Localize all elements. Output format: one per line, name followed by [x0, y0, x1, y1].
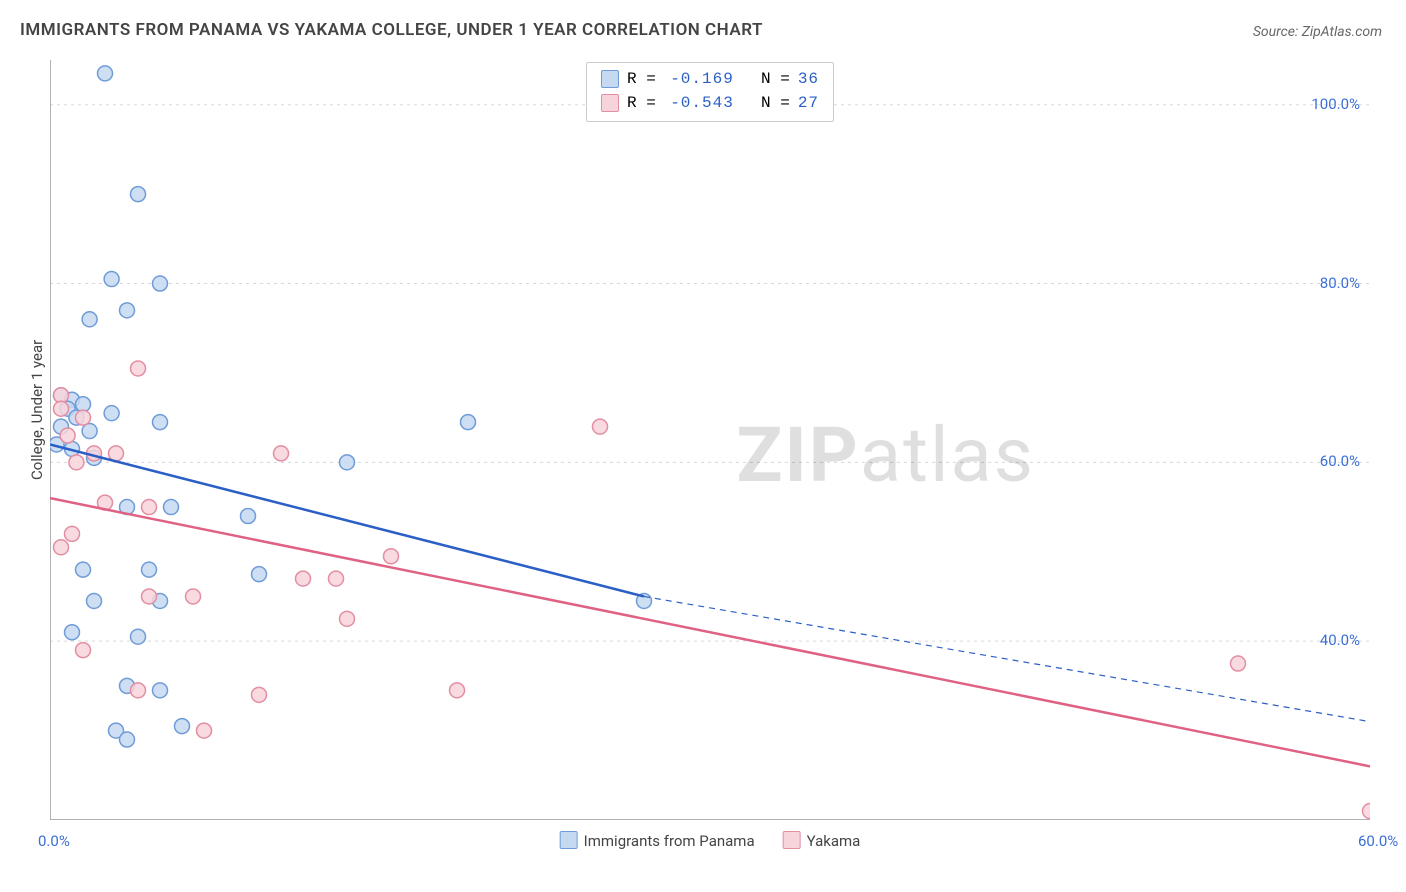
legend-label: Immigrants from Panama — [584, 832, 755, 850]
stat-r-label: R = — [627, 91, 656, 115]
legend-swatch — [601, 94, 619, 112]
scatter-plot — [50, 60, 1370, 820]
y-tick-label: 40.0% — [1320, 631, 1360, 649]
stat-n-label: N = — [742, 91, 790, 115]
legend-swatch — [560, 831, 578, 849]
stat-r-label: R = — [627, 67, 656, 91]
x-tick-label: 60.0% — [1358, 832, 1398, 850]
chart-title: IMMIGRANTS FROM PANAMA VS YAKAMA COLLEGE… — [20, 20, 763, 40]
legend-swatch — [601, 70, 619, 88]
chart-area: College, Under 1 year R = -0.169 N = 36 … — [50, 60, 1370, 820]
legend-swatch — [783, 831, 801, 849]
y-tick-label: 80.0% — [1320, 274, 1360, 292]
source-attribution: Source: ZipAtlas.com — [1253, 24, 1382, 40]
y-tick-label: 100.0% — [1311, 95, 1360, 113]
stat-n-value: 36 — [798, 67, 819, 91]
stat-r-value: -0.169 — [664, 67, 734, 91]
x-tick-label: 0.0% — [38, 832, 70, 850]
stat-row: R = -0.543 N = 27 — [601, 91, 819, 115]
y-tick-label: 60.0% — [1320, 452, 1360, 470]
x-legend: Immigrants from Panama Yakama — [560, 831, 861, 850]
legend-item: Immigrants from Panama — [560, 831, 755, 850]
stat-row: R = -0.169 N = 36 — [601, 67, 819, 91]
correlation-stats-box: R = -0.169 N = 36 R = -0.543 N = 27 — [586, 62, 834, 122]
stat-n-label: N = — [742, 67, 790, 91]
legend-item: Yakama — [783, 831, 861, 850]
y-axis-label: College, Under 1 year — [28, 340, 46, 480]
legend-label: Yakama — [807, 832, 861, 850]
stat-n-value: 27 — [798, 91, 819, 115]
stat-r-value: -0.543 — [664, 91, 734, 115]
